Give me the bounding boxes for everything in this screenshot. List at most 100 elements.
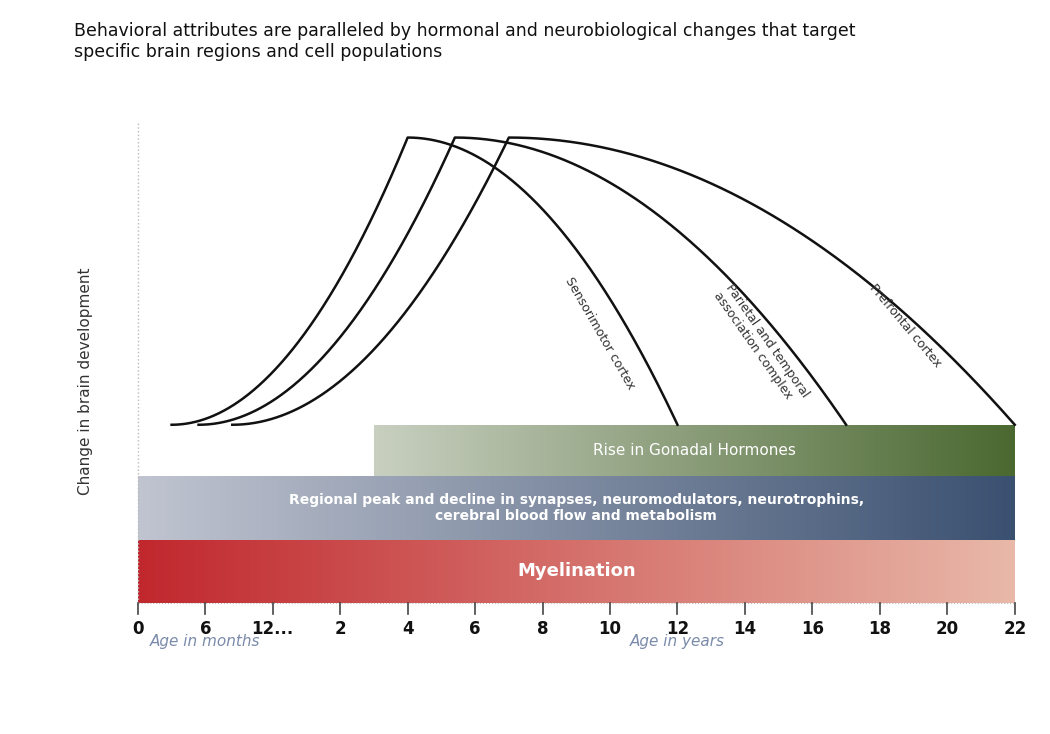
Bar	[682, 425, 685, 476]
Bar	[620, 425, 622, 476]
Bar	[579, 539, 581, 603]
Bar	[993, 539, 995, 603]
Bar	[738, 476, 740, 539]
Bar	[759, 476, 761, 539]
Text: 14: 14	[733, 620, 756, 638]
Bar	[806, 539, 808, 603]
Bar	[818, 539, 820, 603]
Bar	[639, 425, 640, 476]
Bar	[873, 539, 875, 603]
Bar	[936, 425, 937, 476]
Bar	[524, 539, 526, 603]
Bar	[299, 476, 301, 539]
Bar	[691, 425, 692, 476]
Bar	[313, 539, 315, 603]
Bar	[689, 539, 691, 603]
Bar	[513, 425, 516, 476]
Bar	[673, 476, 675, 539]
Bar	[394, 539, 396, 603]
Bar	[728, 539, 729, 603]
Bar	[985, 476, 987, 539]
Bar	[741, 425, 743, 476]
Bar	[532, 476, 534, 539]
Bar	[705, 476, 707, 539]
Bar	[485, 539, 487, 603]
Bar	[927, 425, 929, 476]
Bar	[417, 476, 419, 539]
Bar	[869, 476, 872, 539]
Bar	[941, 476, 943, 539]
Bar	[901, 476, 903, 539]
Bar	[601, 425, 603, 476]
Bar	[205, 476, 207, 539]
Bar	[802, 425, 803, 476]
Bar	[946, 425, 947, 476]
Bar	[471, 476, 474, 539]
Bar	[570, 425, 571, 476]
Bar	[584, 476, 586, 539]
Bar	[203, 476, 205, 539]
Bar	[242, 539, 244, 603]
Bar	[457, 425, 459, 476]
Bar	[770, 476, 772, 539]
Bar	[875, 476, 877, 539]
Bar	[587, 425, 588, 476]
Bar	[950, 425, 952, 476]
Text: Regional peak and decline in synapses, neuromodulators, neurotrophins,
cerebral : Regional peak and decline in synapses, n…	[289, 493, 864, 523]
Bar	[746, 425, 748, 476]
Bar	[880, 539, 882, 603]
Bar	[488, 476, 490, 539]
Bar	[622, 425, 623, 476]
Bar	[184, 476, 186, 539]
Bar	[615, 539, 617, 603]
Bar	[816, 425, 818, 476]
Bar	[827, 476, 830, 539]
Bar	[704, 425, 705, 476]
Bar	[838, 476, 840, 539]
Bar	[381, 539, 383, 603]
Bar	[988, 425, 989, 476]
Bar	[200, 476, 202, 539]
Bar	[360, 539, 362, 603]
Bar	[408, 476, 410, 539]
Bar	[317, 539, 319, 603]
Bar	[415, 425, 417, 476]
Bar	[958, 425, 959, 476]
Bar	[878, 539, 880, 603]
Bar	[338, 476, 340, 539]
Bar	[717, 425, 719, 476]
Bar	[483, 539, 485, 603]
Bar	[609, 425, 610, 476]
Bar	[895, 425, 896, 476]
Bar	[872, 425, 873, 476]
Bar	[962, 425, 964, 476]
Bar	[780, 539, 782, 603]
Bar	[805, 425, 807, 476]
Bar	[983, 476, 985, 539]
Bar	[626, 476, 628, 539]
Bar	[866, 425, 867, 476]
Bar	[789, 539, 791, 603]
Bar	[506, 425, 507, 476]
Bar	[643, 539, 645, 603]
Bar	[182, 476, 184, 539]
Bar	[301, 539, 303, 603]
Bar	[158, 539, 160, 603]
Bar	[685, 539, 687, 603]
Bar	[802, 476, 804, 539]
Bar	[827, 425, 830, 476]
Bar	[645, 539, 647, 603]
Bar	[903, 476, 905, 539]
Bar	[741, 539, 743, 603]
Bar	[362, 539, 364, 603]
Bar	[957, 476, 959, 539]
Bar	[757, 476, 759, 539]
Bar	[887, 476, 888, 539]
Bar	[502, 425, 504, 476]
Bar	[737, 425, 738, 476]
Bar	[213, 476, 215, 539]
Bar	[138, 476, 140, 539]
Bar	[576, 425, 579, 476]
Bar	[762, 539, 764, 603]
Bar	[848, 425, 849, 476]
